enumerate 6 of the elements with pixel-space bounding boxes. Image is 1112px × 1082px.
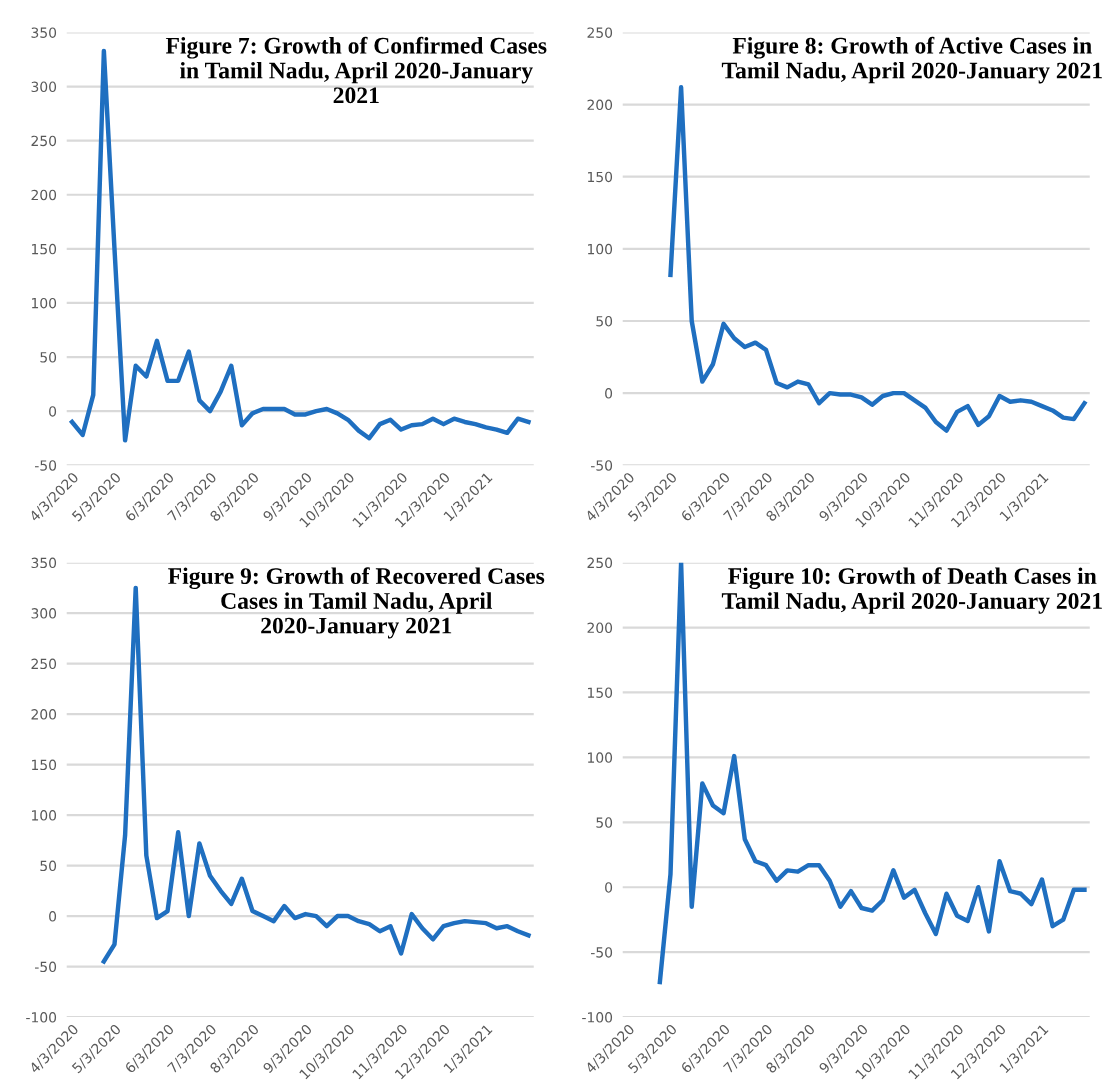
text: Figure 7: Growth of Confirmed Cases in Tamil Nadu, April 2020-January 2021 — [165, 36, 547, 104]
text: Figure 9: Growth of Recovered Cases Cases in Tamil Nadu, April 2020-January 2021 — [168, 567, 545, 639]
text: Figure 8: Growth of Active Cases in Tamil Nadu, April 2020-January 2021 — [721, 36, 1102, 84]
line-series — [101, 585, 531, 964]
line-series — [668, 85, 1087, 433]
text: Figure 10: Growth of Death Cases in Tamil Nadu, April 2020-January 2021 — [721, 567, 1102, 614]
